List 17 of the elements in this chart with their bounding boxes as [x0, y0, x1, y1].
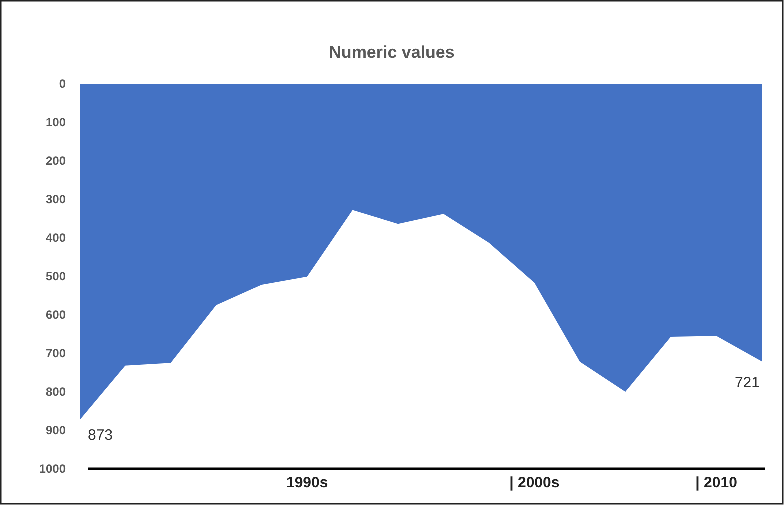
y-tick-label: 1000 — [39, 462, 66, 476]
y-tick-label: 100 — [46, 115, 66, 130]
text: 721 — [734, 374, 760, 392]
y-tick-label: 700 — [46, 346, 66, 360]
y-tick-label: 200 — [46, 154, 66, 168]
y-tick-label: 900 — [46, 423, 66, 438]
chart-title: Numeric values — [329, 43, 455, 62]
y-tick-label: 800 — [46, 384, 66, 399]
x-tick-label: 1990s — [286, 474, 328, 492]
y-tick-label: 0 — [59, 76, 66, 91]
y-tick-label: 500 — [46, 269, 66, 284]
x-tick-label: | 2010 — [696, 474, 738, 492]
y-tick-label: 400 — [46, 230, 66, 245]
text: 873 — [88, 427, 114, 444]
y-tick-label: 600 — [46, 308, 66, 322]
y-tick-label: 300 — [46, 192, 66, 206]
x-tick-label: | 2000s — [510, 474, 560, 492]
